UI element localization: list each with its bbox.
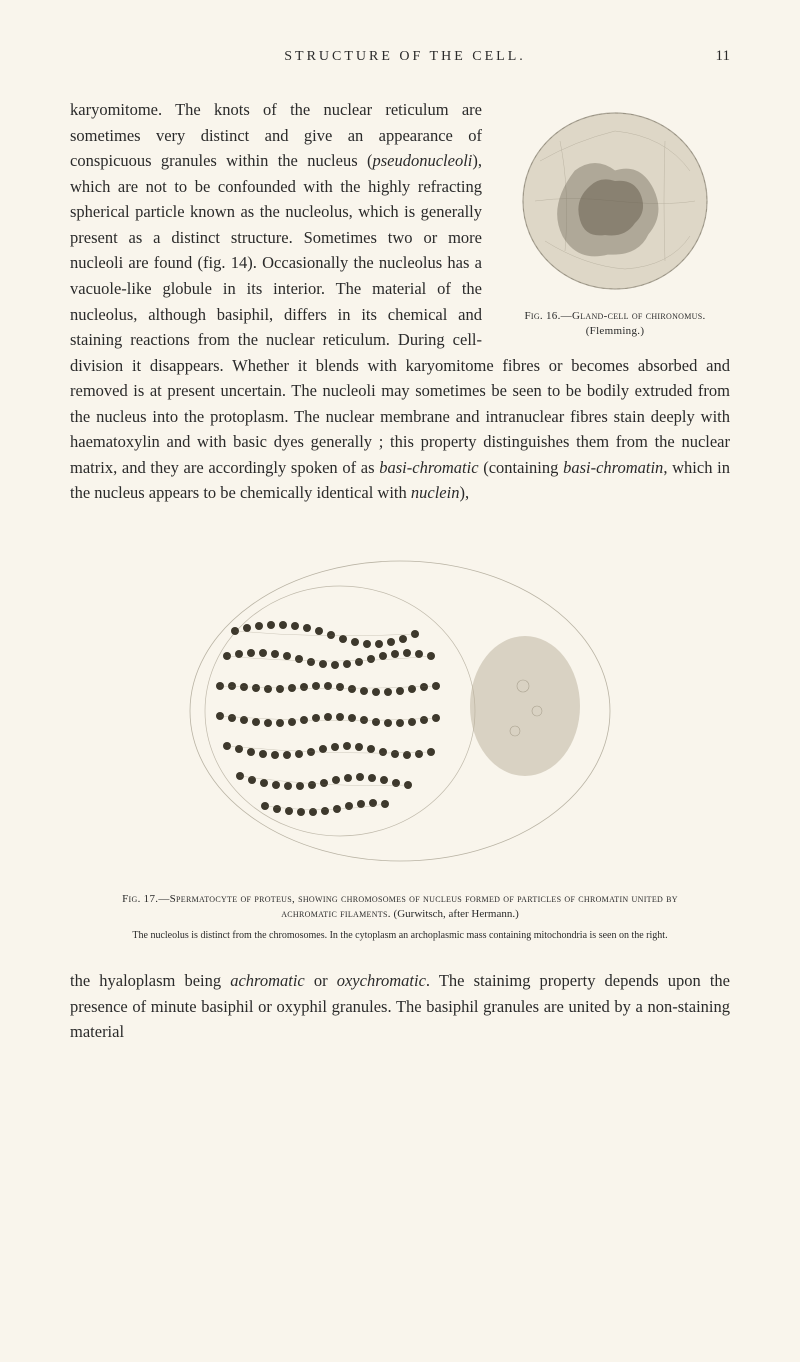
figure-16-caption: Fig. 16.—Gland-cell of chironomus. (Flem… bbox=[500, 309, 730, 339]
figure-17-caption: Fig. 17.—Spermatocyte of proteus, showin… bbox=[70, 892, 730, 923]
paragraph-2: the hyaloplasm being achromatic or oxych… bbox=[70, 968, 730, 1045]
p2-text-a: the hyaloplasm being bbox=[70, 971, 230, 990]
figure-17-note: The nucleolus is distinct from the chrom… bbox=[70, 929, 730, 943]
figure-16: Fig. 16.—Gland-cell of chironomus. (Flem… bbox=[500, 101, 730, 339]
p1-text-f: ), bbox=[459, 483, 469, 502]
p2-achromatic: achromatic bbox=[230, 971, 305, 990]
p1-nuclein: nuclein bbox=[411, 483, 460, 502]
p2-text-b: or bbox=[305, 971, 337, 990]
page-header: STRUCTURE OF THE CELL. 11 bbox=[70, 48, 730, 65]
p1-nucleolus: nucleolus bbox=[285, 202, 348, 221]
p1-text-d: (containing bbox=[479, 458, 564, 477]
p2-oxychromatic: oxychromatic bbox=[337, 971, 426, 990]
p1-pseudonucleoli: pseudonucleoli bbox=[372, 151, 472, 170]
p1-basichromatin: basi-chromatin bbox=[563, 458, 663, 477]
figure-16-label: Fig. 16.—Gland-cell of chironomus. bbox=[524, 310, 705, 322]
page-number: 11 bbox=[700, 48, 730, 65]
figure-17-image bbox=[165, 536, 635, 876]
spermatocyte-icon bbox=[165, 536, 635, 876]
figure-17: Fig. 17.—Spermatocyte of proteus, showin… bbox=[70, 536, 730, 942]
running-title: STRUCTURE OF THE CELL. bbox=[110, 49, 700, 65]
gland-cell-icon bbox=[515, 101, 715, 301]
figure-16-image bbox=[515, 101, 715, 301]
p1-basichromatic: basi-chromatic bbox=[379, 458, 478, 477]
figure-17-attribution: (Gurwitsch, after Hermann.) bbox=[394, 908, 519, 920]
figure-16-attribution: (Flemming.) bbox=[586, 325, 645, 337]
